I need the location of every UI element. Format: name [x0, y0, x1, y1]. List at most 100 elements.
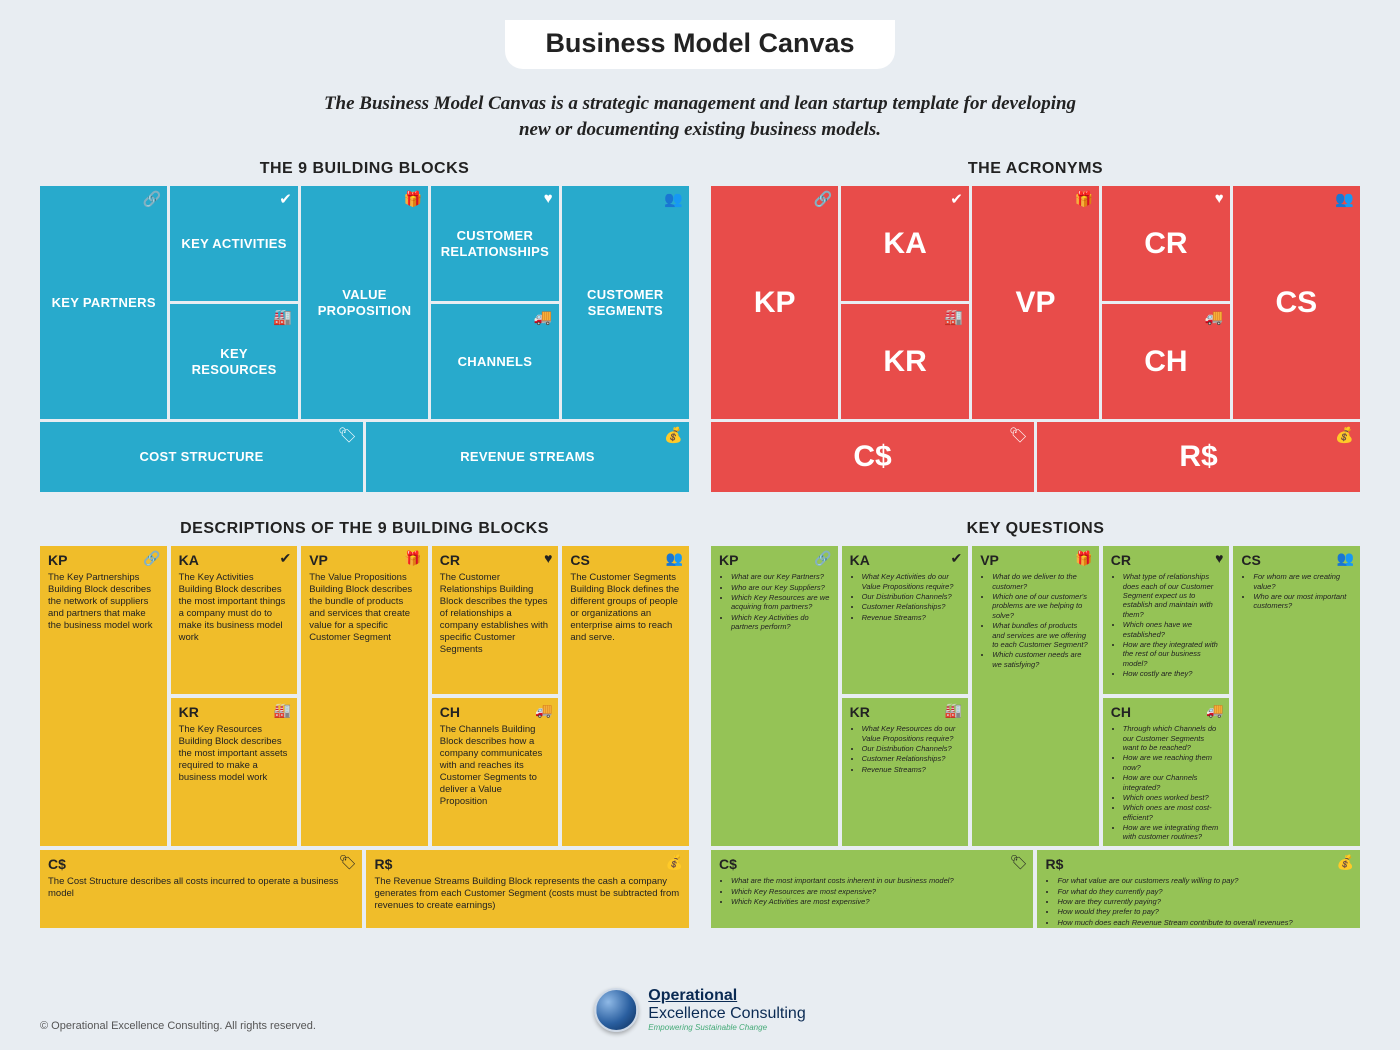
quadrant-acronyms: THE ACRONYMS 🔗KP ✔KA 🏭KR 🎁VP ♥CR 🚚CH 👥CS… [711, 160, 1360, 492]
acronym-text: KP [754, 286, 796, 320]
q-item: How are we integrating them with custome… [1123, 823, 1222, 842]
heart-icon: ♥ [1215, 550, 1223, 566]
q-item: Customer Relationships? [862, 602, 961, 611]
quadrant-descriptions: DESCRIPTIONS OF THE 9 BUILDING BLOCKS 🔗K… [40, 520, 689, 928]
q-list: What Key Activities do our Value Proposi… [850, 572, 961, 622]
desc-text: The Revenue Streams Building Block repre… [374, 876, 681, 912]
acr-kp: 🔗 KP [711, 186, 838, 419]
q-heading: VP [980, 552, 1091, 568]
brand-line1: OperationalExcellence Consulting [648, 987, 805, 1023]
block-rev: 💰 REVENUE STREAMS [366, 422, 689, 492]
q-item: Which one of our customer's problems are… [992, 592, 1091, 620]
q-list: What Key Resources do our Value Proposit… [850, 724, 961, 774]
acr-rev: 💰R$ [1037, 422, 1360, 492]
desc-text: The Key Resources Building Block describ… [179, 724, 290, 783]
q-item: Our Distribution Channels? [862, 592, 961, 601]
q-item: What are the most important costs inhere… [731, 876, 1025, 885]
block-kr: 🏭 KEY RESOURCES [170, 304, 297, 419]
block-ka: ✔KEY ACTIVITIES [170, 186, 297, 301]
heart-icon: ♥ [544, 550, 552, 566]
q-item: Revenue Streams? [862, 765, 961, 774]
q-item: Which Key Activities are most expensive? [731, 897, 1025, 906]
block-cr: ♥CUSTOMER RELATIONSHIPS [431, 186, 558, 301]
truck-icon: 🚚 [535, 702, 552, 719]
acr-kr: 🏭 KR [841, 304, 968, 419]
link-icon: 🔗 [814, 190, 833, 208]
q-item: How would they prefer to pay? [1057, 907, 1352, 916]
q-item: Which customer needs are we satisfying? [992, 650, 1091, 669]
people-icon: 👥 [1337, 550, 1354, 567]
q-item: Which ones are most cost-efficient? [1123, 803, 1222, 822]
page-subtitle: The Business Model Canvas is a strategic… [310, 91, 1090, 142]
acr-cost: 🏷 C$ [711, 422, 1034, 492]
acr-ka: ✔ KA [841, 186, 968, 301]
q-list: What do we deliver to the customer?Which… [980, 572, 1091, 669]
q-heading: R$ [1045, 856, 1352, 872]
link-icon: 🔗 [143, 190, 162, 208]
block-label: REVENUE STREAMS [460, 449, 595, 465]
section-heading-descriptions: DESCRIPTIONS OF THE 9 BUILDING BLOCKS [40, 520, 689, 538]
acronym-text: KR [883, 345, 926, 379]
desc-vp: 🎁VPThe Value Propositions Building Block… [301, 546, 428, 846]
check-icon: ✔ [950, 190, 963, 208]
desc-text: The Channels Building Block describes ho… [440, 724, 551, 807]
q-ka: ✔KAWhat Key Activities do our Value Prop… [842, 546, 969, 694]
moneybag-icon: 💰 [1337, 854, 1354, 871]
q-item: Through which Channels do our Customer S… [1123, 724, 1222, 752]
desc-heading: CH [440, 704, 551, 720]
q-item: Revenue Streams? [862, 613, 961, 622]
factory-icon: 🏭 [945, 702, 962, 719]
acr-vp: 🎁VP [972, 186, 1099, 419]
gift-icon: 🎁 [1075, 190, 1094, 208]
q-item: Who are our Key Suppliers? [731, 583, 830, 592]
q-heading: KP [719, 552, 830, 568]
section-heading-blocks: THE 9 BUILDING BLOCKS [40, 160, 689, 178]
q-item: What bundles of products and services ar… [992, 621, 1091, 649]
q-item: What do we deliver to the customer? [992, 572, 1091, 591]
q-item: How are they integrated with the rest of… [1123, 640, 1222, 668]
heart-icon: ♥ [544, 190, 553, 207]
block-label: CHANNELS [458, 354, 533, 370]
q-item: Who are our most important customers? [1253, 592, 1352, 611]
q-ch: 🚚CHThrough which Channels do our Custome… [1103, 698, 1230, 846]
tag-icon: 🏷 [338, 426, 357, 444]
tag-icon: 🏷 [1009, 426, 1028, 444]
factory-icon: 🏭 [944, 308, 963, 326]
acronym-text: CH [1144, 345, 1187, 379]
people-icon: 👥 [666, 550, 683, 567]
block-label: CUSTOMER SEGMENTS [570, 287, 681, 318]
q-item: How costly are they? [1123, 669, 1222, 678]
tag-icon: 🏷 [1010, 854, 1028, 871]
q-heading: CS [1241, 552, 1352, 568]
tag-icon: 🏷 [339, 854, 357, 871]
q-heading: C$ [719, 856, 1025, 872]
desc-ch: 🚚CH The Channels Building Block describes… [432, 698, 559, 846]
block-vp: 🎁VALUE PROPOSITION [301, 186, 428, 419]
gift-icon: 🎁 [404, 550, 421, 567]
acr-cr: ♥CR [1102, 186, 1229, 301]
q-cr: ♥CRWhat type of relationships does each … [1103, 546, 1230, 694]
section-heading-acronyms: THE ACRONYMS [711, 160, 1360, 178]
q-item: What type of relationships does each of … [1123, 572, 1222, 619]
moneybag-icon: 💰 [664, 426, 683, 444]
heart-icon: ♥ [1215, 190, 1224, 207]
q-item: Which Key Resources are most expensive? [731, 887, 1025, 896]
block-cs: 👥 CUSTOMER SEGMENTS [562, 186, 689, 419]
q-item: Customer Relationships? [862, 754, 961, 763]
desc-heading: C$ [48, 856, 354, 872]
q-item: For whom are we creating value? [1253, 572, 1352, 591]
q-list: What are the most important costs inhere… [719, 876, 1025, 906]
block-label: KEY PARTNERS [52, 295, 156, 311]
q-item: For what value are our customers really … [1057, 876, 1352, 885]
q-cost: 🏷C$ What are the most important costs inh… [711, 850, 1033, 928]
block-label: KEY RESOURCES [178, 346, 289, 377]
link-icon: 🔗 [814, 550, 831, 567]
factory-icon: 🏭 [273, 308, 292, 326]
q-list: Through which Channels do our Customer S… [1111, 724, 1222, 842]
people-icon: 👥 [664, 190, 683, 208]
acronym-text: KA [883, 227, 926, 261]
acronym-text: C$ [853, 440, 891, 474]
truck-icon: 🚚 [534, 308, 553, 326]
desc-text: The Customer Relationships Building Bloc… [440, 572, 551, 655]
desc-heading: KR [179, 704, 290, 720]
